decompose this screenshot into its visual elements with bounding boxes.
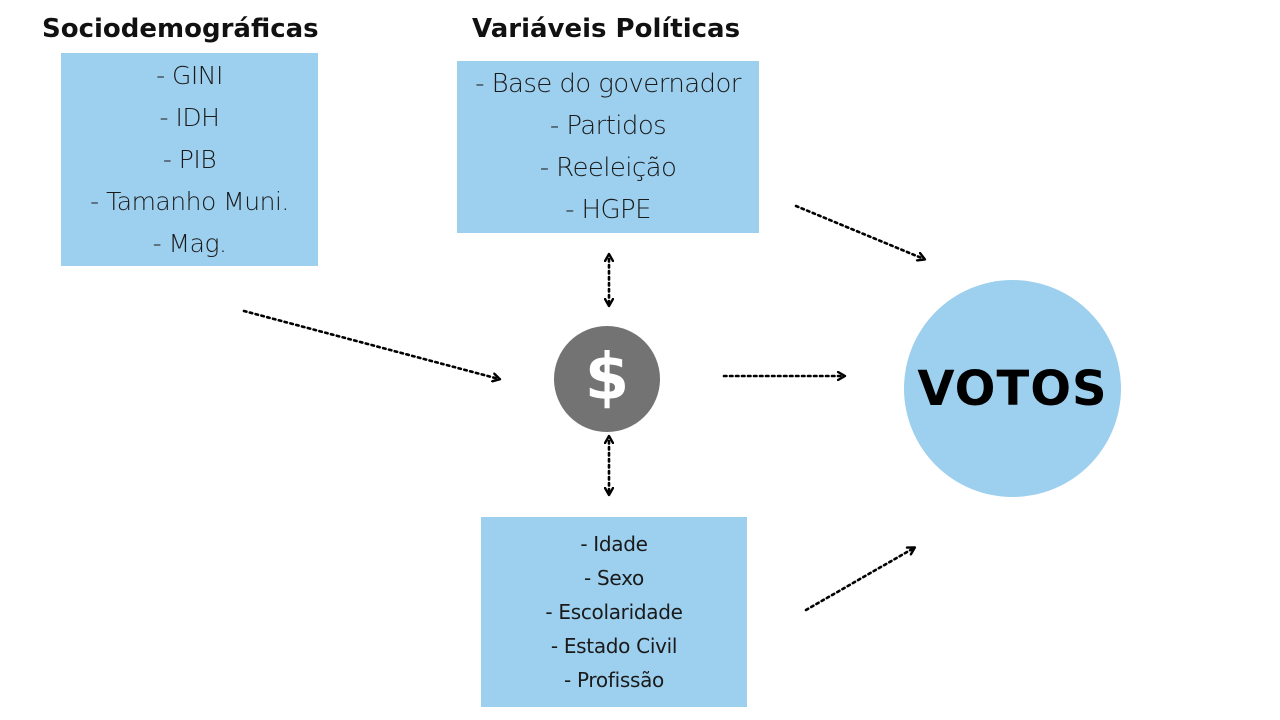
- political-variables-box: - Base do governador - Partidos - Reelei…: [457, 61, 759, 233]
- individual-item-sex: - Sexo: [584, 566, 644, 590]
- political-item-reelection: - Reeleição: [539, 153, 677, 183]
- political-variables-heading: Variáveis Políticas: [472, 14, 741, 44]
- money-node: $: [554, 326, 660, 432]
- sociodemographic-heading: Sociodemográficas: [42, 14, 319, 44]
- sociodemographic-item-gini: - GINI: [156, 60, 223, 90]
- individual-item-marital-status: - Estado Civil: [550, 634, 678, 658]
- arrow-individual-to-votes: [804, 548, 914, 612]
- sociodemographic-item-pib: - PIB: [162, 144, 217, 174]
- votes-node: VOTOS: [904, 280, 1121, 497]
- votes-label: VOTOS: [917, 360, 1108, 417]
- arrow-sociodemographic-to-money: [242, 309, 499, 379]
- sociodemographic-item-magnitude: - Mag.: [152, 228, 227, 258]
- individual-variables-box: - Idade - Sexo - Escolaridade - Estado C…: [481, 517, 747, 707]
- political-item-hgpe: - HGPE: [565, 195, 651, 225]
- sociodemographic-item-municipality-size: - Tamanho Muni.: [90, 186, 289, 216]
- sociodemographic-box: - GINI - IDH - PIB - Tamanho Muni. - Mag…: [61, 53, 318, 266]
- individual-item-education: - Escolaridade: [545, 600, 683, 624]
- arrow-political-to-votes: [794, 204, 924, 259]
- individual-item-age: - Idade: [580, 532, 648, 556]
- sociodemographic-item-idh: - IDH: [159, 102, 220, 132]
- individual-item-profession: - Profissão: [564, 668, 664, 692]
- political-item-governor-base: - Base do governador: [475, 69, 741, 99]
- dollar-icon: $: [584, 341, 630, 415]
- political-item-parties: - Partidos: [549, 111, 667, 141]
